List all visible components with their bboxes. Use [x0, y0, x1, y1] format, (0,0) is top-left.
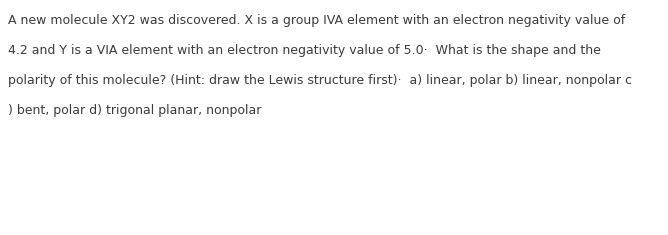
Text: A new molecule XY2 was discovered. X is a group IVA element with an electron neg: A new molecule XY2 was discovered. X is … — [8, 14, 625, 27]
Text: ) bent, polar d) trigonal planar, nonpolar: ) bent, polar d) trigonal planar, nonpol… — [8, 104, 261, 117]
Text: 4.2 and Y is a VIA element with an electron negativity value of 5.0·  What is th: 4.2 and Y is a VIA element with an elect… — [8, 44, 601, 57]
Text: polarity of this molecule? (Hint: draw the Lewis structure first)·  a) linear, p: polarity of this molecule? (Hint: draw t… — [8, 74, 632, 87]
